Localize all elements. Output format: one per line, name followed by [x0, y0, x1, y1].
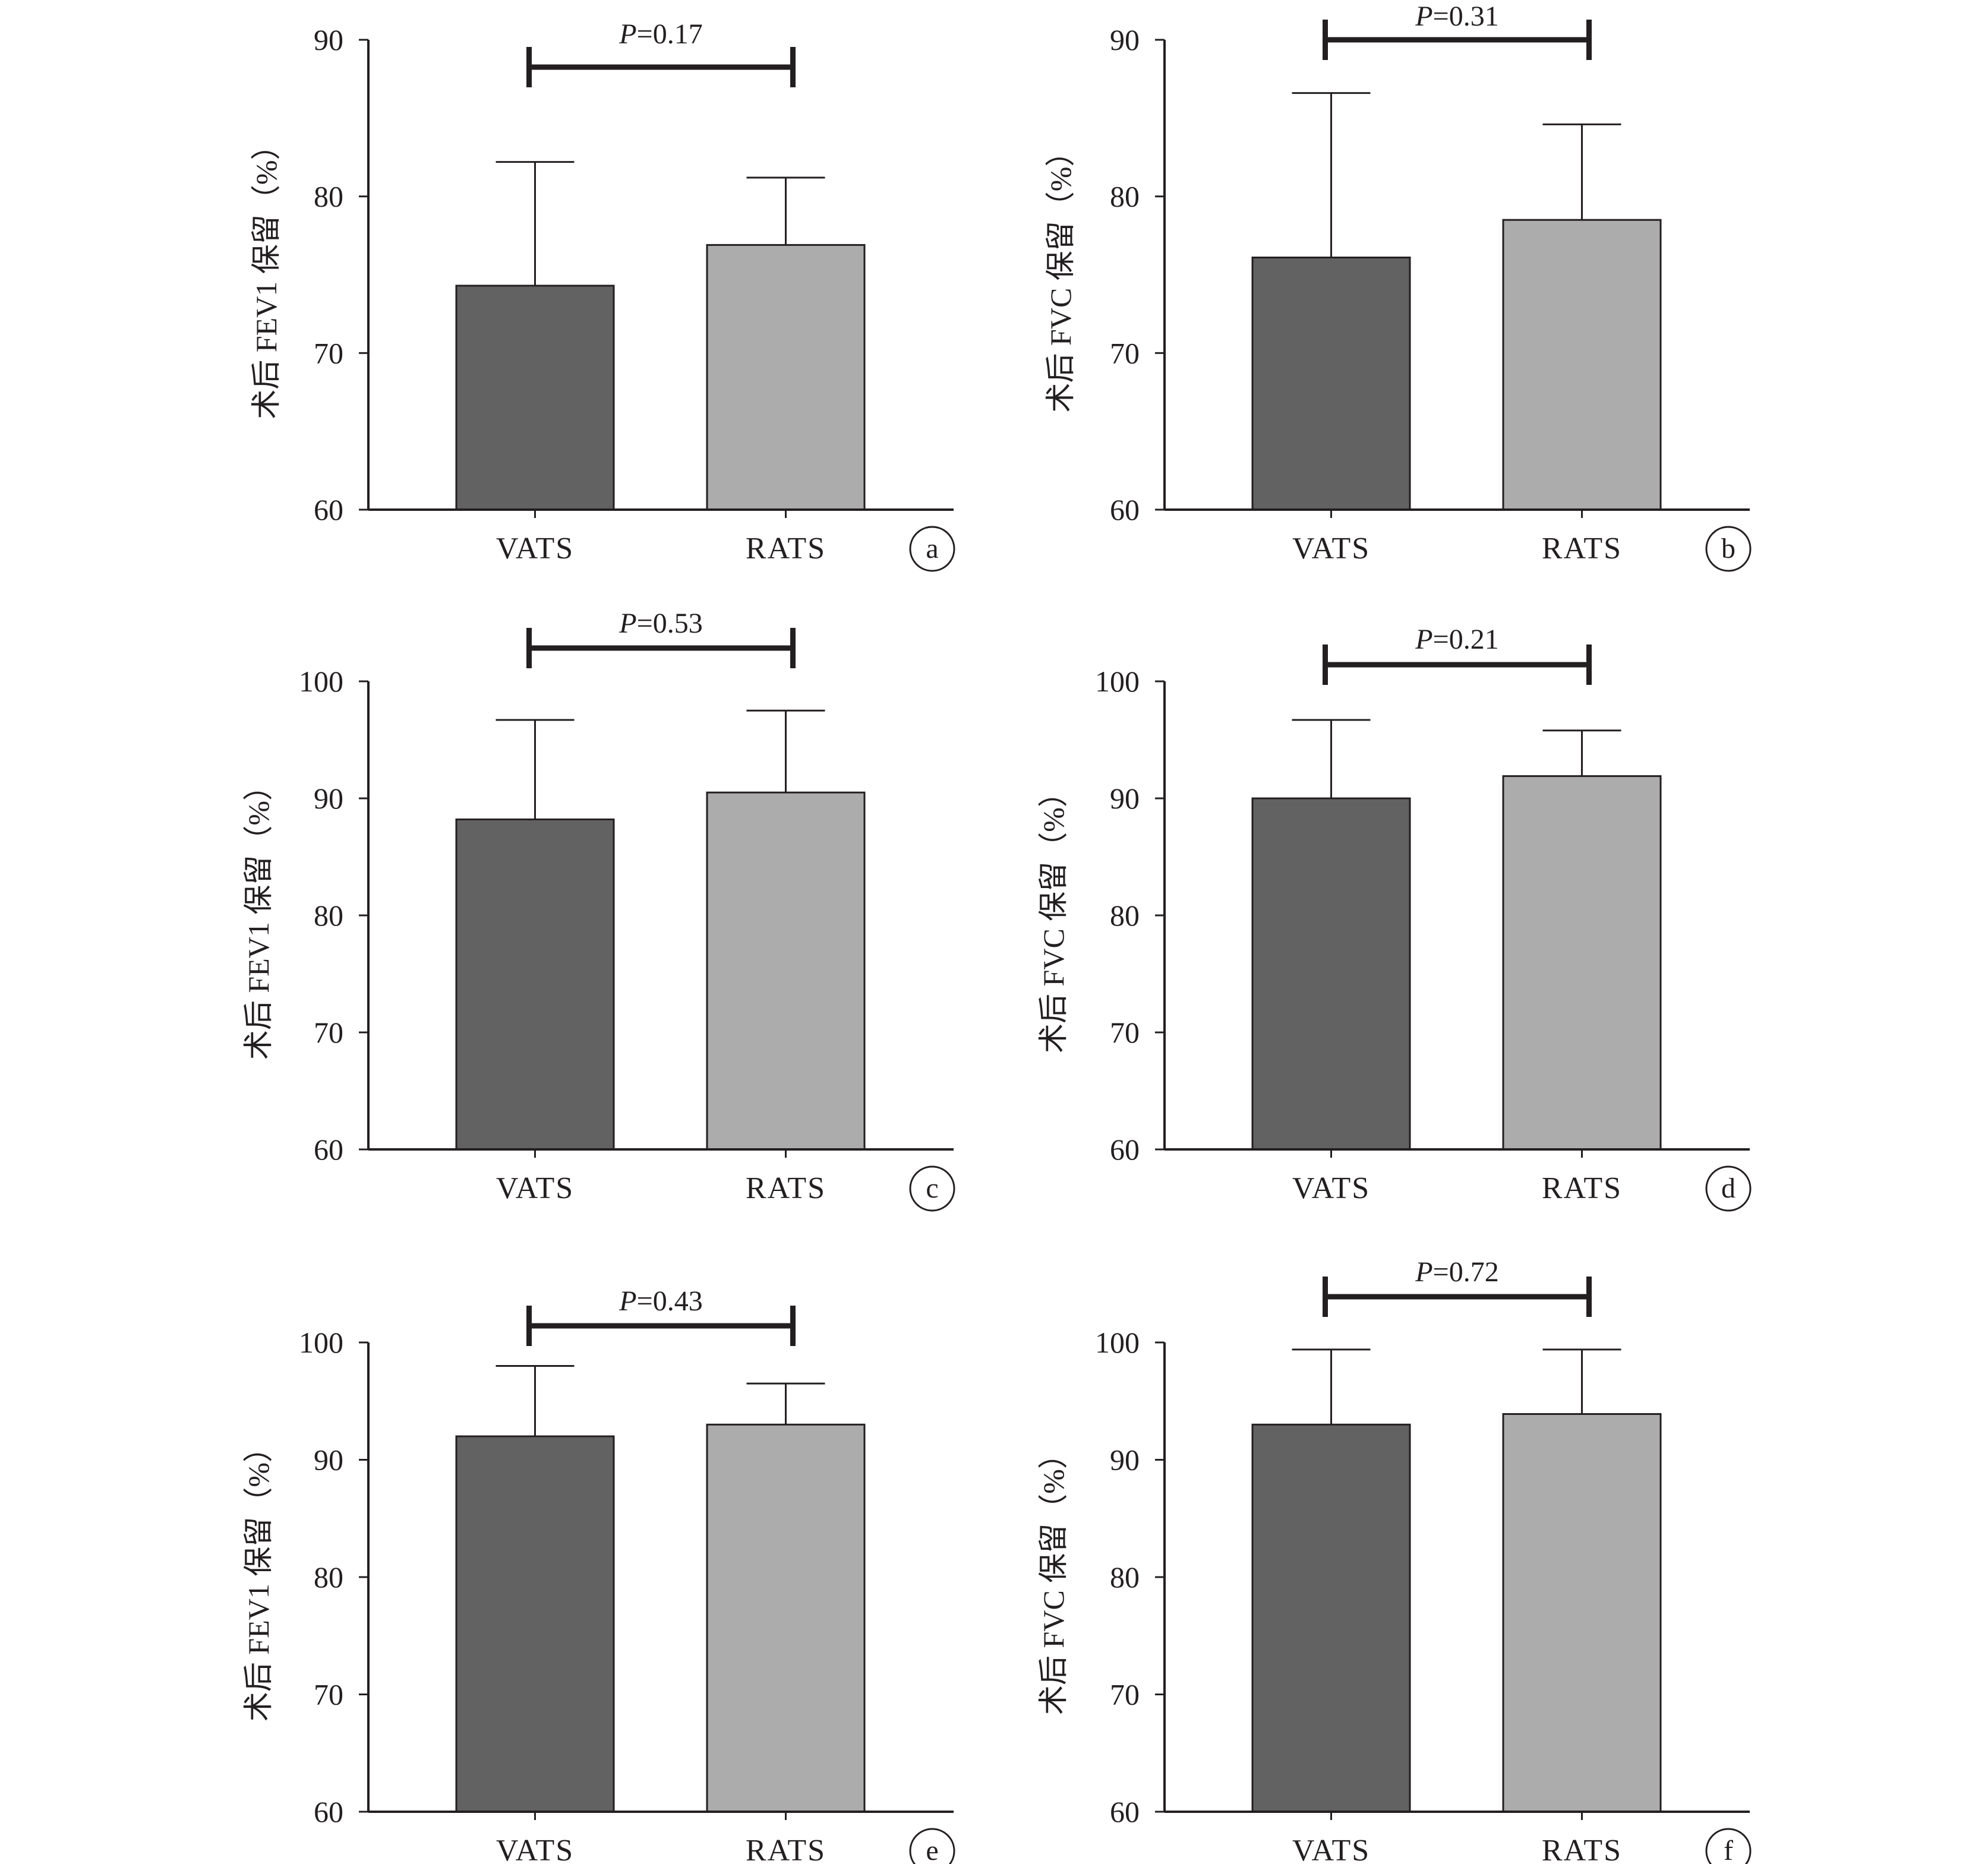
p-value: =0.53 — [637, 608, 703, 639]
y-tick-label: 70 — [1110, 336, 1140, 369]
y-tick-label: 80 — [314, 180, 343, 213]
y-tick-label: 60 — [1110, 1795, 1140, 1828]
y-tick-label: 60 — [314, 1133, 343, 1166]
x-tick-label-rats: RATS — [746, 532, 826, 565]
p-value: =0.43 — [637, 1285, 703, 1317]
p-symbol: P — [1415, 624, 1432, 655]
y-tick-label: 90 — [1110, 782, 1140, 815]
p-symbol: P — [619, 18, 636, 50]
p-symbol: P — [1415, 1256, 1432, 1288]
p-value: =0.31 — [1433, 1, 1499, 32]
chart-panel-d: VATS RATS 60 70 80 90 100 术后 FVC 保留（%） P=0.21 d — [1037, 624, 1752, 1212]
panel-letter-circle — [909, 526, 955, 572]
panel-letter: c — [926, 1173, 938, 1204]
p-value: =0.21 — [1433, 624, 1499, 655]
bar-vats — [1251, 797, 1411, 1151]
x-tick-label-rats: RATS — [746, 1834, 826, 1864]
y-tick-label: 60 — [314, 493, 343, 526]
y-tick-label: 70 — [314, 1016, 343, 1049]
x-tick-label-vats: VATS — [496, 532, 574, 565]
panel-letter-circle — [1705, 1165, 1752, 1212]
y-axis-title: 术后 FEV1 保留（%） — [242, 1433, 275, 1721]
y-axis-title: 术后 FVC 保留（%） — [1044, 137, 1077, 413]
p-value: =0.17 — [637, 18, 703, 50]
y-tick-label: 60 — [1110, 493, 1140, 526]
chart-panel-f: VATS RATS 60 70 80 90 100 术后 FVC 保留（%） P=0.72 f — [1037, 1256, 1752, 1864]
y-tick-label: 60 — [1110, 1133, 1140, 1166]
x-tick-label-vats: VATS — [496, 1834, 574, 1864]
p-value-label: P=0.17 — [619, 18, 702, 50]
x-tick-label-vats: VATS — [1292, 1171, 1370, 1205]
chart-panel-e: VATS RATS 60 70 80 90 100 术后 FEV1 保留（%） P=0.43 e — [242, 1285, 955, 1864]
bar-rats — [1502, 775, 1662, 1151]
y-tick-label: 90 — [1110, 23, 1140, 56]
y-tick-label: 100 — [1095, 665, 1140, 698]
y-tick-label: 90 — [314, 1443, 343, 1477]
p-value-label: P=0.72 — [1415, 1256, 1498, 1288]
bar-vats — [455, 285, 615, 511]
y-tick-label: 70 — [1110, 1016, 1140, 1049]
panel-letter-circle — [1705, 1828, 1752, 1864]
y-tick-label: 100 — [299, 1326, 343, 1359]
bar-rats — [706, 244, 866, 511]
chart-panel-b: VATS RATS 60 70 80 90 术后 FVC 保留（%） P=0.31 b — [1044, 1, 1752, 572]
p-value-label: P=0.21 — [1415, 624, 1498, 655]
p-value: =0.72 — [1433, 1256, 1499, 1288]
bar-vats — [455, 818, 615, 1151]
y-tick-label: 80 — [314, 899, 343, 932]
y-tick-label: 70 — [314, 336, 343, 369]
y-axis-title: 术后 FEV1 保留（%） — [242, 771, 275, 1060]
bar-rats — [706, 791, 866, 1151]
panel-letter-circle — [909, 1165, 955, 1212]
y-tick-label: 90 — [314, 23, 343, 56]
chart-panel-c: VATS RATS 60 70 80 90 100 术后 FEV1 保留（%） P=0.53 c — [242, 608, 955, 1212]
bar-rats — [706, 1423, 866, 1813]
y-tick-label: 100 — [299, 665, 343, 698]
y-tick-label: 80 — [1110, 180, 1140, 213]
panel-letter: a — [926, 533, 938, 564]
panel-letter: b — [1721, 533, 1735, 564]
bar-rats — [1502, 219, 1662, 511]
p-value-label: P=0.53 — [619, 608, 702, 639]
p-value-label: P=0.31 — [1415, 1, 1498, 32]
bar-vats — [1251, 1423, 1411, 1813]
x-tick-label-vats: VATS — [1292, 532, 1370, 565]
panel-letter: e — [926, 1835, 938, 1864]
p-symbol: P — [619, 1285, 636, 1317]
chart-panel-a: VATS RATS 60 70 80 90 术后 FEV1 保留（%） P=0.17 a — [250, 18, 955, 572]
bar-vats — [455, 1435, 615, 1813]
x-tick-label-rats: RATS — [1542, 532, 1622, 565]
x-tick-label-rats: RATS — [1542, 1834, 1622, 1864]
p-symbol: P — [619, 608, 636, 639]
x-tick-label-vats: VATS — [496, 1171, 574, 1205]
y-tick-label: 90 — [1110, 1443, 1140, 1477]
bar-vats — [1251, 256, 1411, 511]
p-symbol: P — [1415, 1, 1432, 32]
y-tick-label: 80 — [314, 1560, 343, 1594]
y-axis-title: 术后 FVC 保留（%） — [1037, 778, 1070, 1053]
y-tick-label: 70 — [1110, 1678, 1140, 1711]
x-tick-label-vats: VATS — [1292, 1834, 1370, 1864]
panel-letter-circle — [1705, 526, 1752, 572]
y-tick-label: 100 — [1095, 1326, 1140, 1359]
y-tick-label: 60 — [314, 1795, 343, 1828]
y-tick-label: 80 — [1110, 1560, 1140, 1594]
x-tick-label-rats: RATS — [746, 1171, 826, 1205]
x-tick-label-rats: RATS — [1542, 1171, 1622, 1205]
y-axis-title: 术后 FEV1 保留（%） — [250, 130, 283, 419]
y-tick-label: 70 — [314, 1678, 343, 1711]
y-tick-label: 90 — [314, 782, 343, 815]
y-tick-label: 80 — [1110, 899, 1140, 932]
bar-rats — [1502, 1413, 1662, 1813]
panel-letter: f — [1724, 1835, 1733, 1864]
panel-letter-circle — [909, 1828, 955, 1864]
panel-letter: d — [1721, 1173, 1735, 1204]
y-axis-title: 术后 FVC 保留（%） — [1037, 1439, 1070, 1715]
p-value-label: P=0.43 — [619, 1285, 702, 1317]
